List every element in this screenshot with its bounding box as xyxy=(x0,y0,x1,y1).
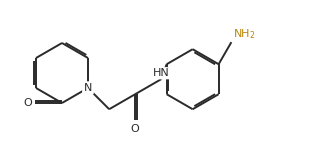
Text: NH$_2$: NH$_2$ xyxy=(233,27,256,41)
Text: HN: HN xyxy=(153,68,169,78)
Text: O: O xyxy=(23,98,32,108)
Text: O: O xyxy=(131,124,140,134)
Text: N: N xyxy=(84,83,92,93)
